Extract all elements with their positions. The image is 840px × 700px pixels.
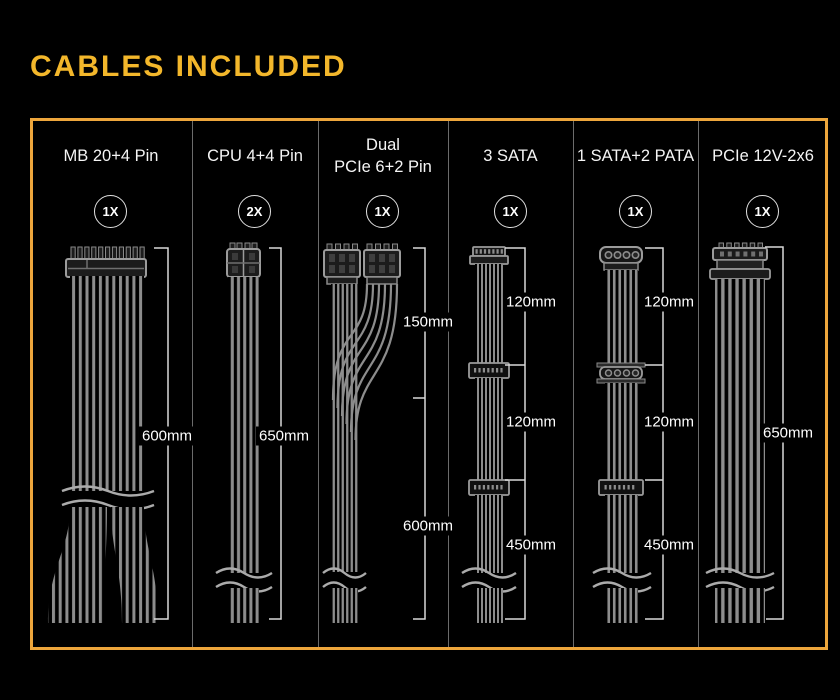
measure-label: 600mm — [399, 516, 457, 536]
count-badge: 1X — [746, 195, 779, 228]
pata-connector-icon — [599, 246, 643, 271]
sata-connector-icon — [468, 362, 510, 379]
cable-ribbon — [605, 588, 638, 623]
cable-ribbon — [331, 588, 358, 623]
pata-connector-icon — [596, 362, 646, 384]
count-badge: 1X — [494, 195, 527, 228]
cable-break-icon — [322, 567, 367, 593]
measure-label: 650mm — [759, 423, 817, 443]
page-title: CABLES INCLUDED — [30, 50, 347, 83]
count-badge: 1X — [619, 195, 652, 228]
column-divider — [318, 118, 319, 650]
12vhpwr-connector-icon — [709, 242, 771, 280]
measure-bracket — [505, 247, 526, 620]
cable-ribbon — [475, 588, 503, 623]
measure-bracket — [645, 247, 664, 620]
cable-break-icon — [461, 567, 517, 593]
cable-ribbon — [605, 270, 638, 363]
sata-connector-icon — [468, 479, 510, 496]
cable-name-12v2x6: PCIe 12V-2x6 — [712, 146, 814, 165]
cable-name-sata: 3 SATA — [483, 146, 538, 165]
eps-connector-icon — [226, 242, 261, 278]
column-divider — [698, 118, 699, 650]
measure-label: 120mm — [502, 292, 560, 312]
measure-label: 120mm — [502, 412, 560, 432]
measure-label: 450mm — [502, 535, 560, 555]
cable-name-pata: 1 SATA+2 PATA — [576, 146, 695, 165]
sata-connector-icon — [598, 479, 644, 496]
cable-ribbon — [475, 495, 503, 573]
measure-label: 650mm — [255, 426, 313, 446]
cable-ribbon — [475, 264, 503, 363]
cable-ribbon — [605, 495, 638, 573]
cables-panel: MB 20+4 Pin CPU 4+4 Pin Dual PCIe 6+2 Pi… — [30, 118, 828, 650]
pcie-connector-icon — [363, 243, 401, 285]
cable-ribbon — [715, 279, 765, 573]
measure-label: 600mm — [138, 426, 196, 446]
cable-fanout — [48, 507, 158, 623]
measure-label: 120mm — [640, 292, 698, 312]
cable-ribbon — [70, 276, 144, 491]
pata-sata-cable-art — [592, 246, 664, 623]
measure-label: 450mm — [640, 535, 698, 555]
measure-label: 150mm — [399, 312, 457, 332]
cable-ribbon — [228, 588, 259, 623]
cpu-4-4-cable-art — [215, 242, 282, 623]
column-divider — [573, 118, 574, 650]
cable-ribbon — [715, 588, 765, 623]
count-badge: 1X — [366, 195, 399, 228]
cable-ribbon — [605, 383, 638, 480]
pcie-connector-icon — [323, 243, 361, 285]
cable-break-icon — [215, 567, 273, 593]
sata-connector-icon — [469, 246, 509, 265]
measure-bracket — [413, 247, 426, 620]
cable-ribbon — [228, 277, 259, 573]
cable-name-pcie: Dual PCIe 6+2 Pin — [334, 135, 432, 176]
cable-name-mb: MB 20+4 Pin — [63, 146, 159, 165]
measure-label: 120mm — [640, 412, 698, 432]
mb-20-4-cable-art — [48, 246, 169, 623]
cable-name-cpu: CPU 4+4 Pin — [207, 146, 303, 165]
cable-ribbon — [331, 284, 358, 572]
column-divider — [192, 118, 193, 650]
dual-pcie-cable-art — [322, 243, 426, 623]
cable-y-merge — [331, 283, 399, 441]
cable-break-icon — [592, 567, 652, 593]
atx-connector-icon — [65, 246, 147, 278]
column-divider — [448, 118, 449, 650]
cable-ribbon — [475, 378, 503, 480]
count-badge: 2X — [238, 195, 271, 228]
sata-cable-art — [461, 246, 526, 623]
count-badge: 1X — [94, 195, 127, 228]
